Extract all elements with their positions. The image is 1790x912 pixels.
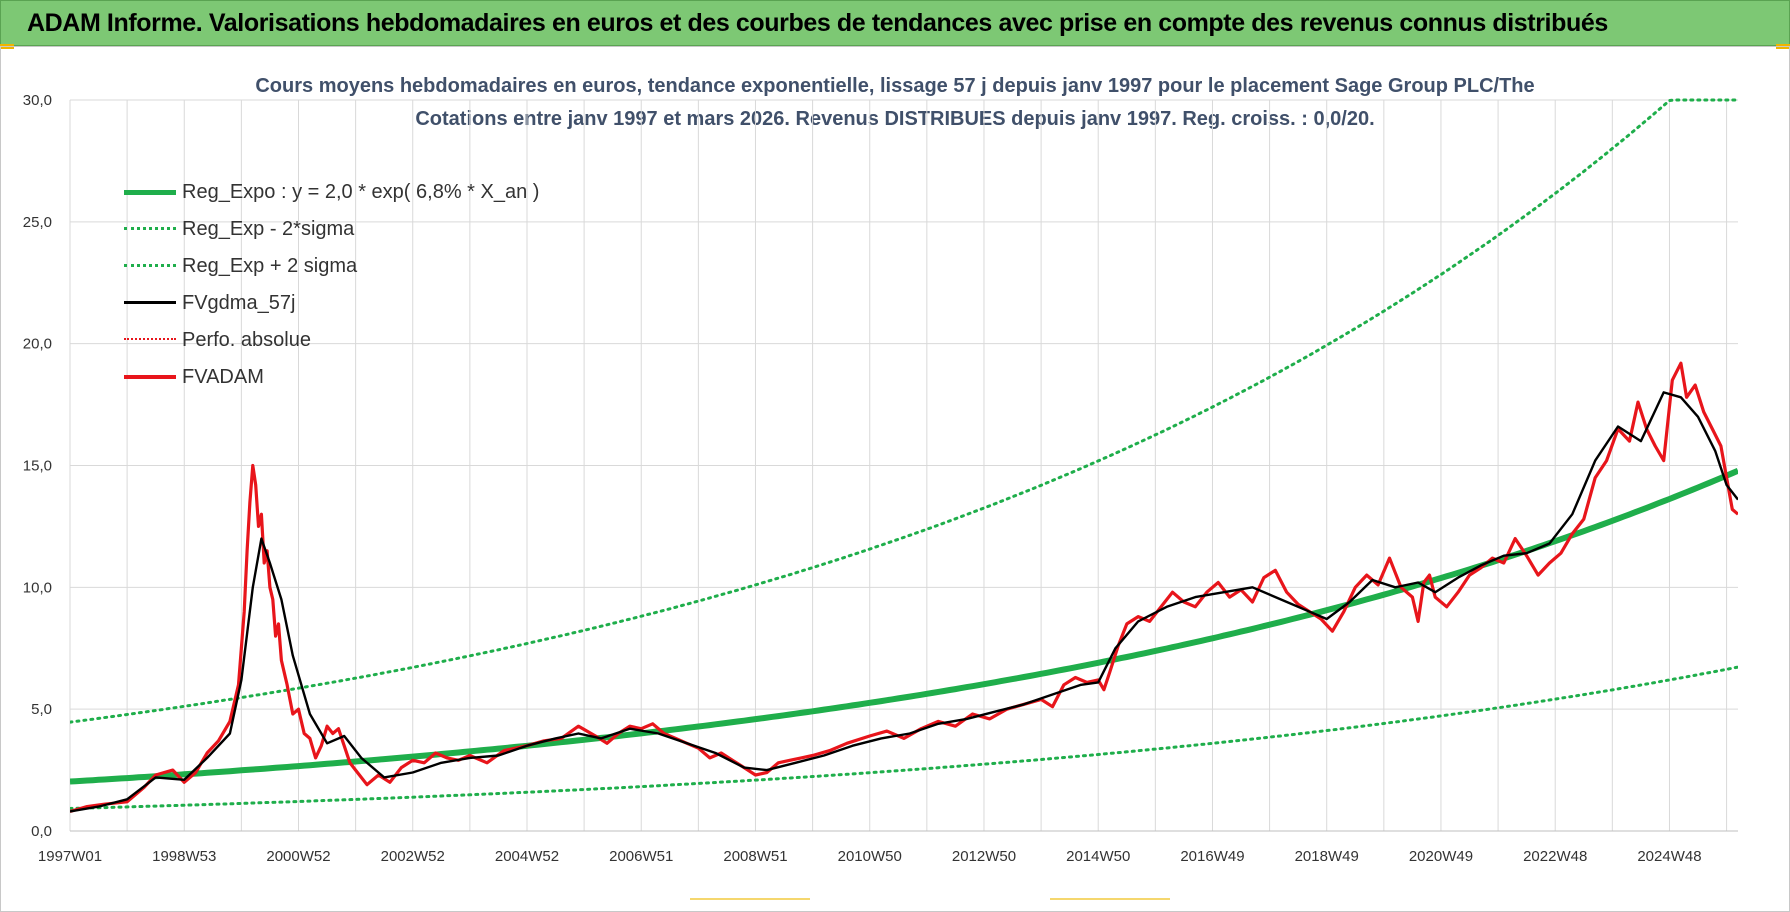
legend-label: Reg_Expo : y = 2,0 * exp( 6,8% * X_an ) (182, 180, 540, 203)
legend-swatch (124, 298, 176, 308)
legend-item: FVgdma_57j (124, 288, 295, 318)
x-tick-label: 2006W51 (609, 848, 673, 865)
legend-label: Reg_Exp + 2 sigma (182, 254, 358, 277)
x-tick-label: 2002W52 (381, 848, 445, 865)
legend-swatch (124, 372, 176, 382)
lower-band-line (70, 665, 1738, 810)
y-tick-label: 5,0 (31, 701, 52, 718)
x-tick-label: 2012W50 (952, 848, 1016, 865)
y-tick-label: 30,0 (23, 92, 52, 109)
x-tick-label: 2024W48 (1637, 848, 1701, 865)
upper-band-line (70, 98, 1738, 724)
legend-label: FVADAM (182, 365, 264, 388)
y-tick-label: 15,0 (23, 458, 52, 475)
chart-title-line2: Cotations entre janv 1997 et mars 2026. … (415, 108, 1374, 130)
x-tick-label: 2000W52 (266, 848, 330, 865)
x-tick-label: 2004W52 (495, 848, 559, 865)
legend-swatch (124, 187, 176, 197)
x-tick-label: 2008W51 (723, 848, 787, 865)
legend-swatch (124, 335, 176, 345)
y-tick-label: 25,0 (23, 214, 52, 231)
legend-item: Reg_Exp + 2 sigma (124, 251, 357, 281)
header-banner: ADAM Informe. Valorisations hebdomadaire… (0, 0, 1790, 46)
x-tick-label: 2022W48 (1523, 848, 1587, 865)
page-title: ADAM Informe. Valorisations hebdomadaire… (27, 9, 1608, 37)
legend-label: FVgdma_57j (182, 291, 296, 314)
y-tick-label: 20,0 (23, 336, 52, 353)
legend-label: Perfo. absolue (182, 328, 311, 351)
legend-item: FVADAM (124, 362, 264, 392)
y-tick-label: 0,0 (31, 823, 52, 840)
legend-item: Perfo. absolue (124, 325, 311, 355)
chart-title-line1: Cours moyens hebdomadaires en euros, ten… (255, 75, 1534, 97)
fvgdma-line (70, 391, 1738, 813)
x-tick-label: 1998W53 (152, 848, 216, 865)
x-tick-label: 2018W49 (1295, 848, 1359, 865)
legend-item: Reg_Exp - 2*sigma (124, 214, 354, 244)
legend-swatch (124, 224, 176, 234)
x-tick-label: 2010W50 (838, 848, 902, 865)
y-tick-label: 10,0 (23, 579, 52, 596)
legend-swatch (124, 261, 176, 271)
x-tick-label: 2016W49 (1180, 848, 1244, 865)
x-tick-label: 2014W50 (1066, 848, 1130, 865)
x-tick-label: 2020W49 (1409, 848, 1473, 865)
fvadam-line (70, 361, 1738, 814)
legend-label: Reg_Exp - 2*sigma (182, 217, 355, 240)
decorative-line (690, 898, 810, 900)
decorative-line (1050, 898, 1170, 900)
x-tick-label: 1997W01 (38, 848, 102, 865)
legend-item: Reg_Expo : y = 2,0 * exp( 6,8% * X_an ) (124, 177, 539, 207)
